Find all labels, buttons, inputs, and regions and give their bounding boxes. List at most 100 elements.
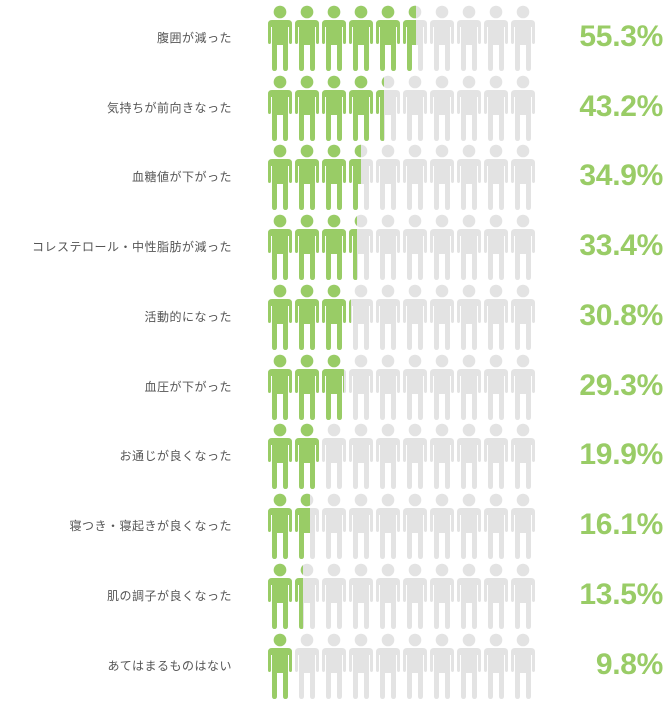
person-icon [376,633,400,699]
person-icon [376,563,400,629]
person-icon [457,563,481,629]
person-icon [268,144,292,210]
person-icon [376,493,400,559]
person-icon [457,423,481,489]
row-label: 肌の調子が良くなった [106,589,232,603]
person-icon [403,214,427,280]
person-icon [430,633,454,699]
row-label: 寝つき・寝起きが良くなった [69,519,232,533]
person-icon [403,144,427,210]
person-icon [457,493,481,559]
person-icon-group [268,633,538,699]
person-icon [268,5,292,71]
person-icon [295,214,319,280]
chart-row: 肌の調子が良くなった 13.5% [0,558,672,629]
person-icon [511,563,535,629]
person-icon [268,633,292,699]
row-value: 34.9% [579,159,663,192]
person-icon [349,633,373,699]
person-icon [511,354,535,420]
person-icon [268,354,292,420]
person-icon [268,423,292,489]
row-value: 19.9% [579,438,663,471]
row-label: 血圧が下がった [144,380,232,394]
person-icon [430,5,454,71]
row-label: 腹囲が減った [156,31,232,45]
person-icon [295,633,319,699]
row-value: 55.3% [579,20,663,53]
person-icon [349,423,373,489]
person-icon [322,75,346,141]
person-icon-group [268,5,538,71]
chart-row: 血糖値が下がった 34.9% [0,139,672,210]
row-value: 29.3% [579,369,663,402]
person-icon-group [268,284,538,350]
person-icon [403,75,427,141]
row-label: 気持ちが前向きなった [106,101,232,115]
chart-row: 血圧が下がった 29.3% [0,349,672,420]
row-label: コレステロール・中性脂肪が減った [31,240,232,254]
person-icon [457,284,481,350]
row-label: お通じが良くなった [119,449,232,463]
person-icon [430,493,454,559]
person-icon [376,5,400,71]
person-icon [268,284,292,350]
person-icon [403,493,427,559]
person-icon [322,214,346,280]
person-icon [511,75,535,141]
person-icon [349,493,373,559]
person-icon [295,5,319,71]
person-icon-group [268,563,538,629]
row-value: 33.4% [579,229,663,262]
person-icon [376,284,400,350]
person-icon [322,354,346,420]
person-icon [403,354,427,420]
person-icon [349,563,373,629]
person-icon [484,5,508,71]
chart-row: 活動的になった 30.8% [0,279,672,350]
person-icon-group [268,214,538,280]
person-icon [349,214,373,280]
person-icon [295,354,319,420]
person-icon [349,5,373,71]
person-icon [457,354,481,420]
person-icon [511,214,535,280]
person-icon [403,423,427,489]
person-icon [322,144,346,210]
person-icon [430,284,454,350]
person-icon [295,284,319,350]
person-icon [268,563,292,629]
person-icon [295,493,319,559]
person-icon [403,284,427,350]
person-icon [322,563,346,629]
row-value: 16.1% [579,508,663,541]
person-icon [322,284,346,350]
row-label: 活動的になった [144,310,232,324]
person-icon [376,423,400,489]
row-value: 43.2% [579,90,663,123]
person-icon [403,5,427,71]
person-icon [430,563,454,629]
person-icon [484,284,508,350]
row-value: 9.8% [595,648,663,681]
chart-row: 気持ちが前向きなった 43.2% [0,70,672,141]
person-icon [403,563,427,629]
person-icon [403,633,427,699]
person-icon [349,354,373,420]
person-icon [511,284,535,350]
chart-row: お通じが良くなった 19.9% [0,418,672,489]
person-icon [376,354,400,420]
person-icon-group [268,354,538,420]
person-icon [484,144,508,210]
person-icon-group [268,75,538,141]
person-icon [430,423,454,489]
person-icon [322,5,346,71]
row-label: 血糖値が下がった [131,170,232,184]
person-icon [484,75,508,141]
row-label: あてはまるものはない [107,659,232,673]
person-icon [295,75,319,141]
person-icon [268,493,292,559]
person-icon [322,493,346,559]
chart-row: 寝つき・寝起きが良くなった 16.1% [0,488,672,559]
